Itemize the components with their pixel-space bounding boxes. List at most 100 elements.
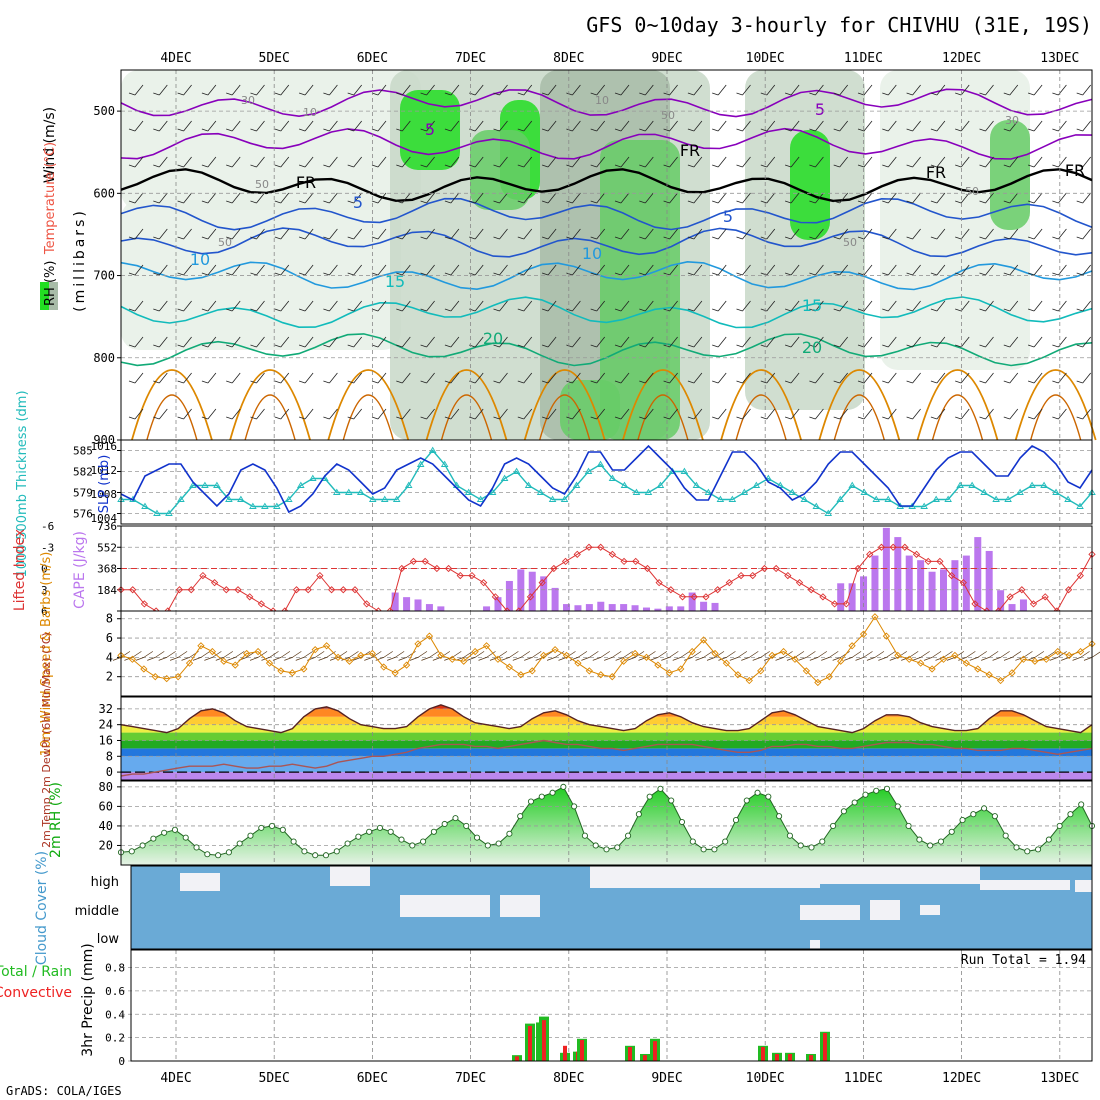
cape-bar xyxy=(837,583,845,611)
thickness-slp-ylabels: 1000-500mb Thickness (dm) SLP (mb) xyxy=(15,390,112,577)
top-date-label: 7DEC xyxy=(455,51,486,66)
thickness-point xyxy=(968,481,976,488)
pressure-tick-label: 700 xyxy=(93,269,115,283)
rh2m-point xyxy=(344,840,351,847)
lifted-index-point xyxy=(912,550,921,558)
wind-speed-point xyxy=(939,655,948,663)
upper-wind-barb xyxy=(250,300,265,312)
rh2m-point xyxy=(883,785,891,792)
upper-wind-barb xyxy=(517,264,533,276)
lifted-index-ylabel: Lifted Index xyxy=(12,529,28,611)
upper-wind-barb xyxy=(517,156,533,168)
wind-speed-point xyxy=(574,659,582,667)
upper-wind-barb xyxy=(736,84,751,96)
cape-bar xyxy=(711,602,719,611)
upper-wind-barb xyxy=(639,84,654,96)
lifted-index-point xyxy=(526,593,535,601)
wind-speed-point xyxy=(1019,655,1028,663)
upper-wind-barb xyxy=(396,336,411,348)
wind-speed-ylabel: 10m Wind Speed & Barbs (m/s) xyxy=(39,552,54,757)
thickness-slp-panel: 585 582 579 576 1016 1012 1008 1004 xyxy=(73,439,1096,525)
pressure-tick-label: 800 xyxy=(93,351,115,365)
lifted-index-point xyxy=(901,543,909,551)
thickness-point xyxy=(704,488,713,495)
precip-frame xyxy=(130,949,1093,1062)
lifted-index-tick-label: -3 xyxy=(41,541,54,554)
wind-speed-point xyxy=(402,661,411,669)
wind-speed-point xyxy=(1031,657,1039,665)
surface-wind-barb xyxy=(649,651,668,661)
thickness-point xyxy=(764,474,773,481)
upper-wind-barb xyxy=(323,156,338,168)
upper-wind-barb xyxy=(444,228,460,240)
upper-wind-barb xyxy=(541,264,557,276)
upper-wind-barb xyxy=(517,336,533,348)
surface-wind-barb xyxy=(227,651,245,661)
upper-wind-barb xyxy=(882,408,897,420)
surface-heating-contour xyxy=(244,394,296,441)
rh2m-point xyxy=(668,797,675,804)
surface-heating-contour xyxy=(523,369,606,441)
cloud-gap xyxy=(180,873,220,891)
temperature-tick-label: 16 xyxy=(99,733,113,747)
wind-speed-point xyxy=(197,642,205,650)
rh2m-point xyxy=(689,838,696,845)
contour-label: 10 xyxy=(190,250,210,269)
bottom-date-label: 9DEC xyxy=(651,1071,682,1086)
upper-wind-barb xyxy=(1052,408,1067,420)
upper-wind-barb xyxy=(201,120,217,132)
upper-wind-barb xyxy=(1003,156,1019,168)
wind-speed-point xyxy=(962,659,970,667)
upper-wind-barb xyxy=(1076,228,1092,240)
upper-wind-barb xyxy=(347,192,363,204)
chart-title: GFS 0~10day 3-hourly for CHIVHU (31E, 19… xyxy=(586,13,1092,37)
lifted-index-point xyxy=(234,586,242,594)
upper-wind-barb xyxy=(955,372,970,384)
upper-wind-barb xyxy=(979,84,994,96)
lifted-index-point xyxy=(339,586,347,594)
upper-wind-barb xyxy=(250,228,265,240)
rh2m-frame xyxy=(120,780,1093,866)
cape-bar xyxy=(414,599,422,611)
lifted-index-tick-label: 0 xyxy=(41,563,48,576)
rh-region xyxy=(400,90,460,170)
upper-wind-barb xyxy=(517,372,533,384)
lifted-index-point xyxy=(561,557,570,566)
temperature-band xyxy=(121,772,1092,780)
cloud-cover-ylabels: Cloud Cover (%) xyxy=(34,851,50,965)
lifted-index-point xyxy=(854,564,862,573)
lifted-index-point xyxy=(550,564,558,573)
cloud-cover-ylabel: Cloud Cover (%) xyxy=(34,851,50,965)
bottom-date-label: 6DEC xyxy=(357,1071,388,1086)
upper-wind-barb xyxy=(396,192,411,204)
upper-wind-barb xyxy=(177,192,192,204)
rh2m-point xyxy=(473,834,481,841)
upper-wind-barb xyxy=(323,408,338,420)
rh2m-point xyxy=(646,793,653,800)
thickness-point xyxy=(848,481,857,488)
cape-bar xyxy=(517,569,525,611)
surface-wind-barb xyxy=(147,651,165,661)
surface-wind-ylabels: 10m Wind Speed & Barbs (m/s) xyxy=(39,552,54,757)
surface-wind-barb xyxy=(741,651,759,661)
upper-wind-barb xyxy=(420,192,435,204)
wind-speed-point xyxy=(380,663,388,671)
upper-wind-barb xyxy=(201,336,217,348)
rh-contour-label: 10 xyxy=(303,106,317,119)
upper-wind-barb xyxy=(541,84,557,96)
wind-speed-point xyxy=(265,659,274,667)
thickness-point xyxy=(189,481,197,488)
upper-wind-barb xyxy=(128,336,144,348)
upper-wind-barb xyxy=(809,300,824,312)
rh2m-point xyxy=(452,815,459,822)
thickness-point xyxy=(416,460,425,467)
upper-wind-barb xyxy=(614,228,630,240)
upper-wind-barb xyxy=(323,84,338,96)
lifted-index-point xyxy=(830,600,839,608)
slp-ylabel: SLP (mb) xyxy=(97,455,112,514)
upper-wind-barb xyxy=(371,228,387,240)
temperature-contour xyxy=(120,197,1093,231)
upper-wind-barb xyxy=(760,192,776,204)
wind-speed-tick-label: 2 xyxy=(106,670,113,684)
upper-wind-barb xyxy=(1003,120,1019,132)
